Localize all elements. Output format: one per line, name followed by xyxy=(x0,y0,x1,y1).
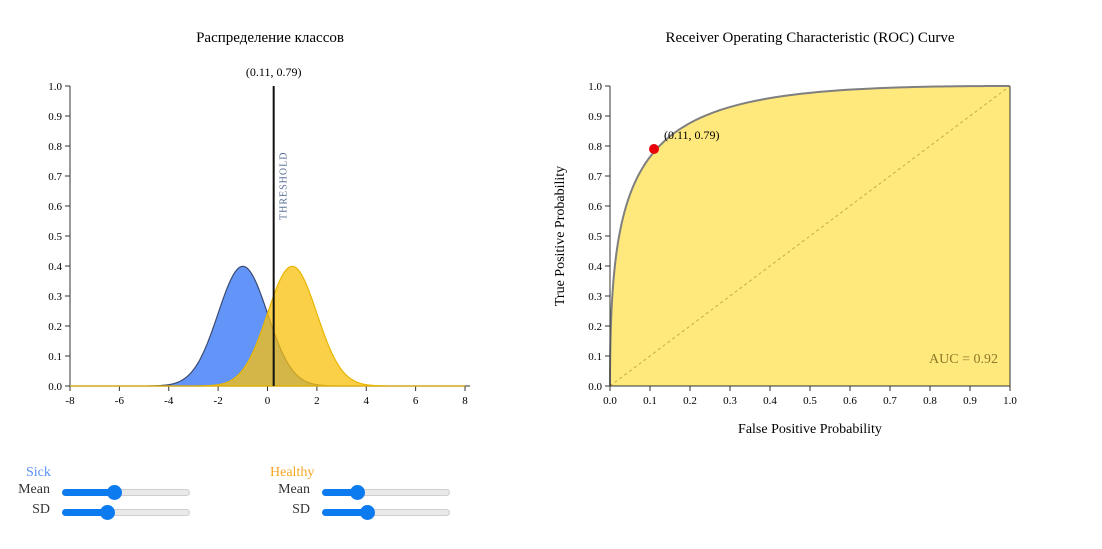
sick-mean-slider[interactable] xyxy=(62,484,190,500)
slider-thumb[interactable] xyxy=(99,505,115,520)
threshold-label: THRESHOLD xyxy=(279,152,290,220)
roc-chart: Receiver Operating Characteristic (ROC) … xyxy=(553,30,1017,437)
x-tick-label: -2 xyxy=(214,395,223,407)
y-tick-label: 0.7 xyxy=(588,171,602,183)
roc-x-axis-label: False Positive Probability xyxy=(738,422,882,437)
y-tick-label: 0.0 xyxy=(588,381,602,393)
x-tick-label: 8 xyxy=(462,395,468,407)
x-tick-label: 0.7 xyxy=(883,395,897,407)
x-tick-label: 0.5 xyxy=(803,395,817,407)
slider-fill xyxy=(322,509,367,516)
chance-diagonal xyxy=(609,85,1011,387)
x-tick-label: 0.4 xyxy=(763,395,777,407)
x-tick-label: -8 xyxy=(65,395,75,407)
x-tick-label: 0.0 xyxy=(603,395,617,407)
x-tick-label: -4 xyxy=(164,395,174,407)
healthy-controls-title: Healthy xyxy=(270,465,315,480)
x-tick-label: 0.8 xyxy=(923,395,937,407)
y-tick-label: 0.7 xyxy=(48,171,62,183)
y-tick-label: 0.1 xyxy=(588,351,602,363)
threshold-annotation: (0.11, 0.79) xyxy=(246,65,302,79)
y-tick-label: 0.4 xyxy=(588,261,602,273)
x-tick-label: -6 xyxy=(115,395,125,407)
slider-fill xyxy=(62,489,115,496)
x-tick-label: 0.2 xyxy=(683,395,697,407)
sick-sd-slider[interactable] xyxy=(62,504,190,520)
y-tick-label: 0.6 xyxy=(48,201,62,213)
y-tick-label: 0.2 xyxy=(48,321,62,333)
y-tick-label: 0.8 xyxy=(48,141,62,153)
sick-sd-label: SD xyxy=(32,502,50,517)
x-tick-label: 2 xyxy=(314,395,320,407)
y-tick-label: 0.6 xyxy=(588,201,602,213)
x-tick-label: 0.3 xyxy=(723,395,737,407)
distribution-chart: Распределение классов 0.0 0.1 0.2 0.3 0.4 0.5… xyxy=(48,30,470,407)
y-tick-label: 0.5 xyxy=(588,231,602,243)
slider-fill xyxy=(62,509,107,516)
healthy-sd-slider[interactable] xyxy=(322,504,450,520)
operating-point xyxy=(649,144,659,154)
y-tick-label: 0.9 xyxy=(588,111,602,123)
sick-mean-label: Mean xyxy=(18,482,50,497)
healthy-sd-label: SD xyxy=(292,502,310,517)
y-tick-label: 1.0 xyxy=(48,81,62,93)
y-tick-label: 0.3 xyxy=(48,291,62,303)
y-tick-label: 0.9 xyxy=(48,111,62,123)
distribution-chart-title: Распределение классов xyxy=(196,30,344,46)
x-tick-label: 0.6 xyxy=(843,395,857,407)
x-tick-label: 1.0 xyxy=(1003,395,1017,407)
healthy-mean-label: Mean xyxy=(278,482,310,497)
y-tick-label: 0.3 xyxy=(588,291,602,303)
y-tick-label: 0.0 xyxy=(48,381,62,393)
slider-thumb[interactable] xyxy=(359,505,375,520)
x-tick-label: 4 xyxy=(364,395,370,407)
y-tick-label: 0.4 xyxy=(48,261,62,273)
roc-chart-title: Receiver Operating Characteristic (ROC) … xyxy=(665,30,954,46)
roc-y-axis-label: True Positive Probability xyxy=(553,166,568,306)
y-tick-label: 0.2 xyxy=(588,321,602,333)
auc-label: AUC = 0.92 xyxy=(929,352,998,367)
y-tick-label: 0.8 xyxy=(588,141,602,153)
y-tick-label: 1.0 xyxy=(588,81,602,93)
x-tick-label: 0 xyxy=(265,395,271,407)
y-tick-label: 0.5 xyxy=(48,231,62,243)
y-tick-label: 0.1 xyxy=(48,351,62,363)
operating-point-label: (0.11, 0.79) xyxy=(664,128,720,142)
x-tick-label: 6 xyxy=(413,395,419,407)
healthy-distribution-area xyxy=(70,265,465,387)
sick-controls-title: Sick xyxy=(26,465,51,480)
slider-thumb[interactable] xyxy=(107,485,123,500)
x-tick-label: 0.1 xyxy=(643,395,657,407)
slider-thumb[interactable] xyxy=(349,485,365,500)
x-tick-label: 0.9 xyxy=(963,395,977,407)
healthy-mean-slider[interactable] xyxy=(322,484,450,500)
slider-fill xyxy=(322,489,357,496)
